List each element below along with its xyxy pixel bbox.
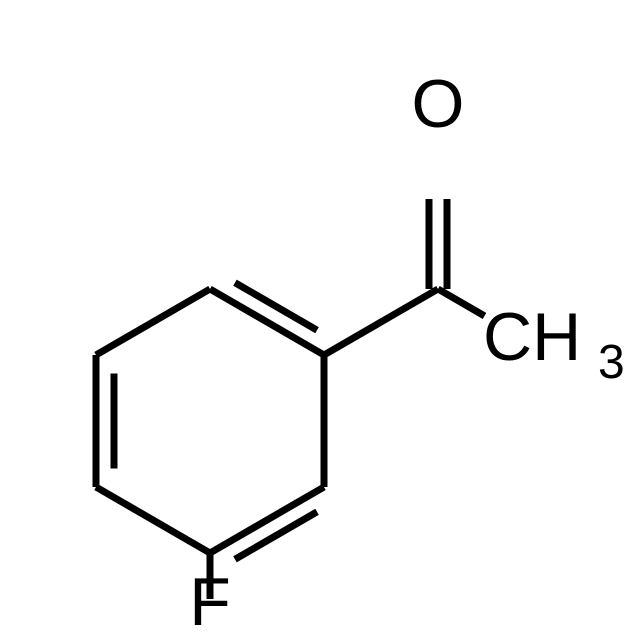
bond-C5-C6-inner [235, 283, 317, 331]
bond-C6-C1 [96, 289, 210, 355]
atom-label-C8: CH [483, 299, 581, 375]
bond-C5-C7 [324, 289, 438, 355]
atom-label-O: O [412, 66, 465, 142]
bond-C2-C3 [96, 487, 210, 553]
atom-label-F: F [189, 564, 231, 640]
chemical-structure-diagram: O CH 3 F [0, 0, 638, 640]
bond-C3-C4-inner [235, 512, 317, 560]
bond-C7-C8 [438, 289, 484, 316]
atom-label-C8-sub: 3 [598, 336, 625, 389]
